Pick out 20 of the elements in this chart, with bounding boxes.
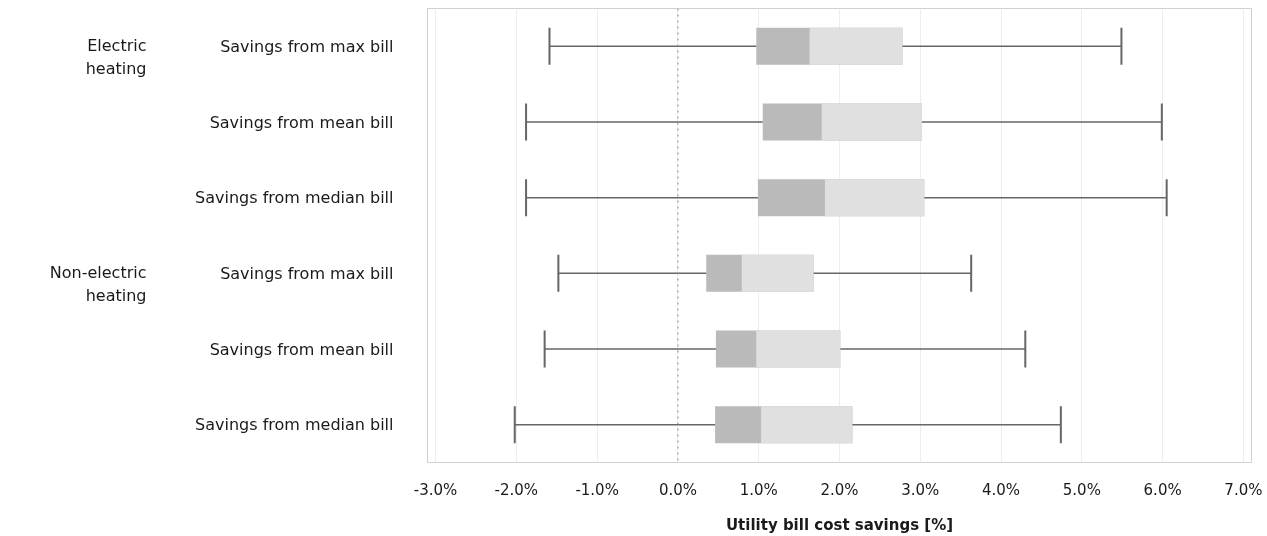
x-tick-label: 4.0% bbox=[982, 480, 1021, 499]
x-tick-label: -3.0% bbox=[413, 480, 458, 499]
x-tick-label: 0.0% bbox=[658, 480, 697, 499]
x-tick-label: 5.0% bbox=[1062, 480, 1101, 499]
x-tick-label: -1.0% bbox=[575, 480, 619, 499]
y-tick-label: Savings from median bill bbox=[195, 415, 394, 435]
x-tick-label: 1.0% bbox=[739, 480, 778, 499]
x-tick-label: 2.0% bbox=[820, 480, 859, 499]
y-tick-label: Savings from mean bill bbox=[209, 112, 394, 132]
y-tick-label: Savings from median bill bbox=[195, 188, 394, 208]
text: Non-electric heating bbox=[49, 263, 147, 305]
x-tick-label: 3.0% bbox=[901, 480, 940, 499]
y-tick-label: Savings from max bill bbox=[220, 36, 394, 56]
y-tick-label: Savings from max bill bbox=[220, 263, 394, 283]
x-tick-label: 7.0% bbox=[1224, 480, 1263, 499]
x-axis-title: Utility bill cost savings [%] bbox=[725, 515, 954, 534]
y-tick-label: Savings from mean bill bbox=[209, 339, 394, 359]
text: Electric heating bbox=[85, 36, 147, 78]
x-tick-label: 6.0% bbox=[1143, 480, 1182, 499]
x-tick-label: -2.0% bbox=[494, 480, 539, 499]
